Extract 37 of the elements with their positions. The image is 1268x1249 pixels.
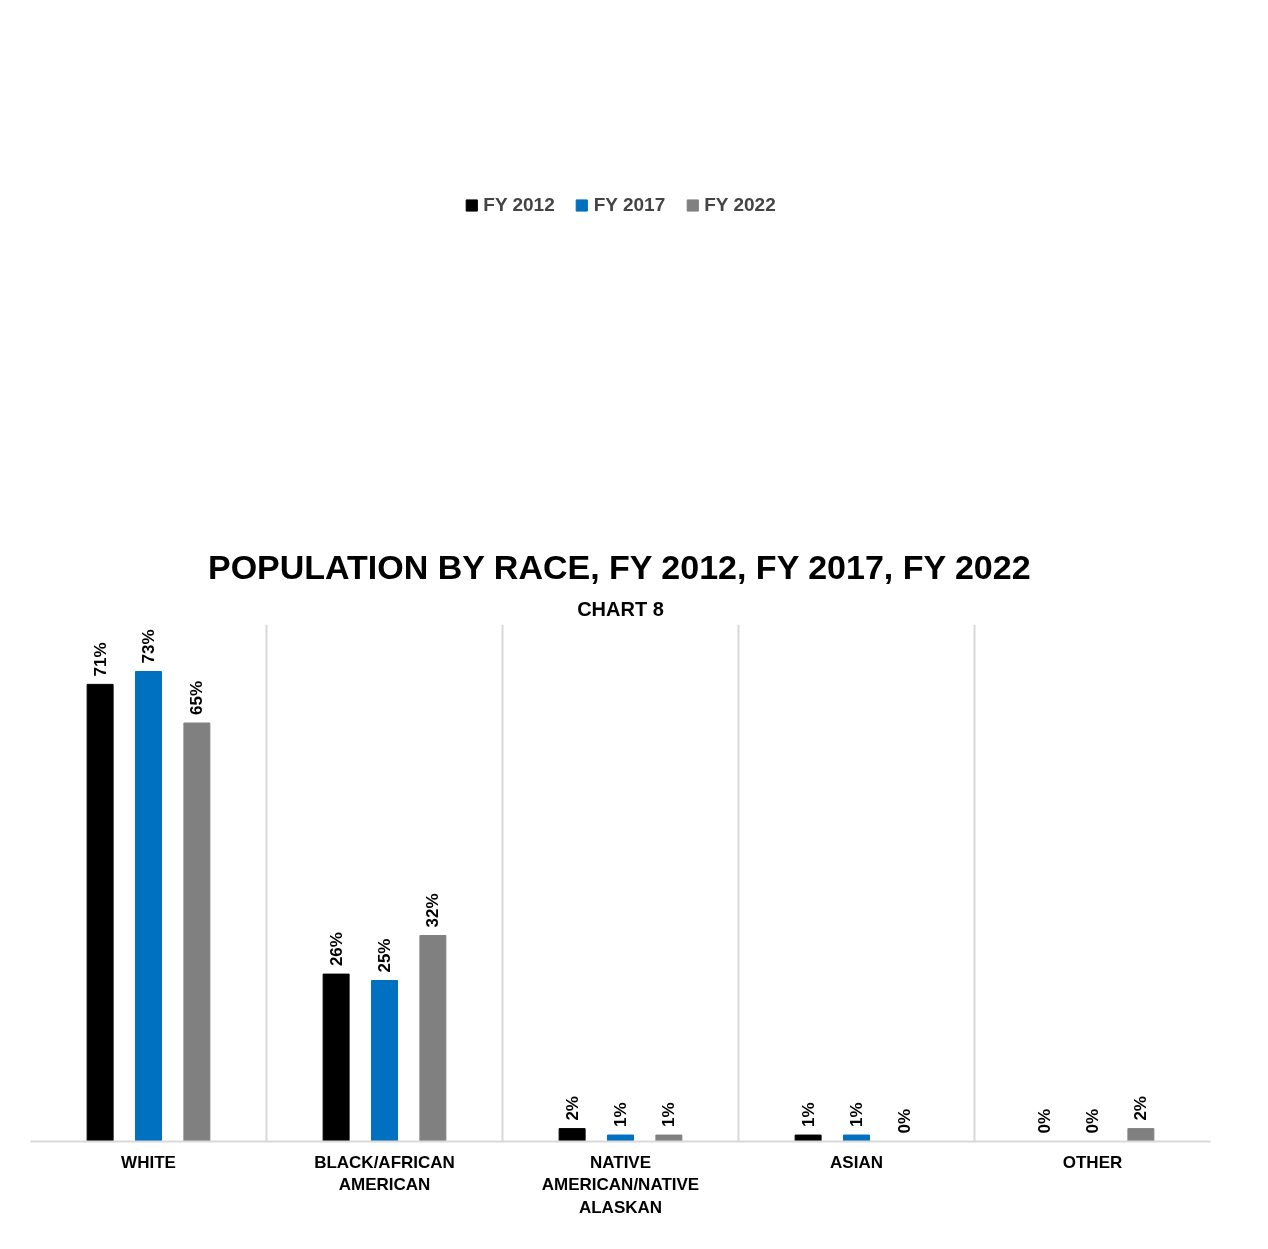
bar xyxy=(655,1134,683,1142)
data-label: 2% xyxy=(1131,1096,1151,1121)
data-label: 65% xyxy=(187,680,207,716)
data-label: 1% xyxy=(798,1102,818,1128)
data-label: 1% xyxy=(611,1102,630,1128)
data-label: 2% xyxy=(562,1096,582,1121)
bar xyxy=(419,934,447,1142)
chart-title: POPULATION BY RACE, FY 2012, FY 2017, FY 2022 xyxy=(207,547,1031,586)
bar xyxy=(135,671,162,1142)
data-label: 0% xyxy=(895,1108,915,1134)
bar xyxy=(86,683,114,1142)
bar xyxy=(322,973,350,1142)
bar xyxy=(607,1134,634,1142)
bar xyxy=(794,1134,822,1142)
legend-label: FY 2022 xyxy=(704,194,776,217)
chart-subtitle: CHART 8 xyxy=(577,597,664,620)
x-tick-label: OTHER xyxy=(1062,1152,1123,1172)
data-label: 0% xyxy=(1034,1108,1054,1134)
bar xyxy=(371,980,398,1142)
data-label: 0% xyxy=(1083,1108,1102,1134)
data-label: 25% xyxy=(375,938,394,973)
bar xyxy=(1127,1128,1155,1142)
data-label: 32% xyxy=(423,893,443,928)
x-tick-label: ASIAN xyxy=(830,1152,883,1172)
legend-label: FY 2012 xyxy=(483,194,555,217)
x-tick-label: WHITE xyxy=(121,1152,176,1172)
data-label: 1% xyxy=(847,1102,866,1128)
x-tick-label: BLACK/AFRICAN AMERICAN xyxy=(314,1152,455,1195)
x-tick-label: NATIVE AMERICAN/NATIVE ALASKAN xyxy=(541,1152,700,1218)
bar xyxy=(558,1128,586,1142)
legend-label: FY 2017 xyxy=(593,194,666,217)
bar xyxy=(843,1134,870,1142)
bar xyxy=(183,722,211,1142)
data-label: 73% xyxy=(139,629,158,664)
data-label: 26% xyxy=(326,932,346,967)
data-label: 1% xyxy=(659,1102,679,1128)
data-label: 71% xyxy=(90,642,110,677)
